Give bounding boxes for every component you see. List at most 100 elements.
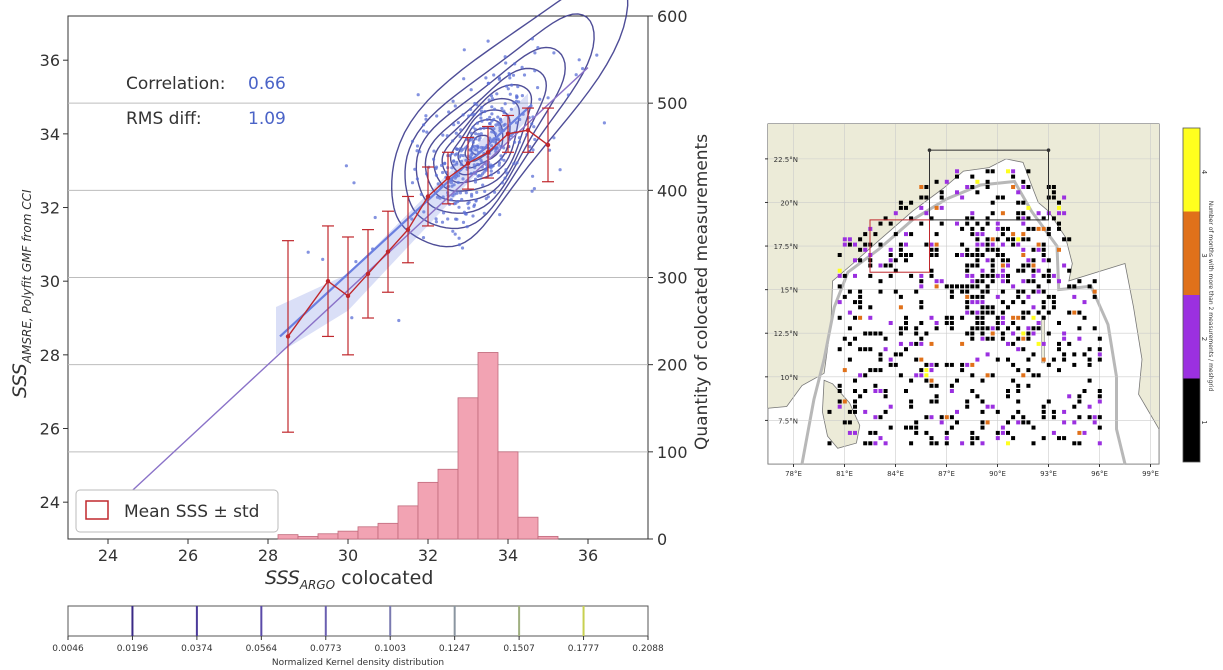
heatmap-cell: [919, 273, 924, 278]
heatmap-cell: [975, 221, 980, 226]
heatmap-cell: [929, 341, 934, 346]
scatter-point: [479, 109, 483, 113]
map-y-tick-label: 20°N: [780, 199, 798, 207]
heatmap-cell: [1057, 368, 1061, 373]
heatmap-cell: [985, 284, 990, 289]
x-axis-label: SSSARGO colocated: [265, 567, 433, 592]
heatmap-cell: [858, 289, 863, 294]
heatmap-cell: [888, 404, 893, 409]
heatmap-cell: [970, 373, 975, 378]
scatter-point: [434, 173, 438, 177]
scatter-point: [475, 190, 479, 194]
scatter-point: [533, 69, 537, 73]
scatter-point: [496, 115, 500, 119]
scatter-point: [508, 76, 512, 80]
heatmap-cell: [980, 331, 985, 336]
heatmap-cell: [985, 221, 990, 226]
heatmap-cell: [904, 389, 908, 393]
scatter-point: [453, 232, 457, 236]
heatmap-cell: [990, 200, 995, 205]
heatmap-cell: [924, 362, 929, 367]
heatmap-cell: [975, 279, 980, 284]
histogram-bar: [357, 526, 379, 540]
heatmap-cell: [924, 378, 929, 383]
scatter-point: [494, 123, 498, 127]
scatter-point: [496, 137, 500, 141]
heatmap-cell: [1006, 226, 1010, 231]
heatmap-cell: [1097, 336, 1102, 341]
scatter-point: [473, 177, 478, 181]
heatmap-cell: [1000, 226, 1005, 231]
heatmap-cell: [1006, 169, 1010, 174]
scatter-point: [458, 135, 462, 139]
heatmap-cell: [898, 294, 903, 299]
heatmap-cell: [868, 273, 873, 278]
heatmap-cell: [975, 237, 980, 242]
scatter-point: [490, 130, 494, 134]
heatmap-cell: [888, 263, 893, 268]
heatmap-cell: [1041, 289, 1046, 294]
heatmap-cell: [934, 247, 939, 252]
heatmap-cell: [955, 409, 959, 414]
heatmap-cell: [975, 284, 980, 289]
scatter-point: [493, 190, 497, 194]
scatter-point: [455, 152, 459, 156]
heatmap-cell: [842, 294, 847, 299]
histogram-bar: [477, 352, 499, 540]
heatmap-cell: [1057, 205, 1061, 210]
map-y-tick-label: 22.5°N: [774, 156, 798, 164]
heatmap-cell: [1046, 279, 1051, 284]
heatmap-cell: [985, 185, 990, 189]
heatmap-cell: [919, 357, 924, 362]
heatmap-cell: [980, 300, 985, 305]
heatmap-cell: [837, 347, 842, 352]
heatmap-cell: [1077, 336, 1082, 341]
scatter-point: [452, 202, 456, 206]
heatmap-cell: [842, 368, 847, 373]
heatmap-cell: [893, 289, 898, 294]
heatmap-cell: [1006, 237, 1010, 242]
heatmap-cell: [1021, 179, 1026, 184]
heatmap-cell: [1011, 321, 1016, 325]
heatmap-cell: [1062, 352, 1067, 357]
heatmap-cell: [904, 425, 908, 430]
heatmap-cell: [970, 232, 975, 237]
scatter-point: [482, 126, 486, 130]
heatmap-cell: [990, 404, 995, 409]
heatmap-cell: [1062, 420, 1067, 425]
heatmap-cell: [858, 300, 863, 305]
heatmap-cell: [995, 436, 1000, 441]
heatmap-cell: [1041, 415, 1046, 420]
heatmap-cell: [1031, 247, 1036, 252]
heatmap-cell: [1072, 404, 1077, 409]
heatmap-cell: [1062, 263, 1067, 268]
heatmap-cell: [898, 247, 903, 252]
heatmap-cell: [929, 415, 934, 420]
scatter-point: [482, 170, 486, 174]
map-colorbar-tick-label: 4: [1200, 170, 1208, 175]
heatmap-cell: [975, 258, 980, 263]
scatter-point: [512, 162, 516, 166]
heatmap-cell: [1077, 399, 1082, 404]
heatmap-cell: [1011, 331, 1016, 336]
heatmap-cell: [858, 315, 863, 320]
heatmap-cell: [1026, 326, 1031, 331]
heatmap-cell: [847, 289, 852, 294]
heatmap-cell: [858, 347, 863, 352]
heatmap-cell: [934, 279, 939, 284]
heatmap-cell: [985, 305, 990, 310]
heatmap-cell: [1097, 389, 1102, 393]
heatmap-cell: [939, 420, 944, 425]
heatmap-cell: [1092, 294, 1097, 299]
scatter-point: [486, 81, 490, 85]
heatmap-cell: [1072, 284, 1077, 289]
scatter-point: [410, 181, 415, 185]
heatmap-cell: [1087, 362, 1092, 367]
heatmap-cell: [990, 326, 995, 331]
heatmap-cell: [975, 294, 980, 299]
heatmap-cell: [960, 242, 965, 247]
heatmap-cell: [1021, 310, 1026, 315]
heatmap-cell: [980, 425, 985, 430]
heatmap-cell: [873, 389, 878, 393]
scatter-point: [498, 213, 502, 217]
